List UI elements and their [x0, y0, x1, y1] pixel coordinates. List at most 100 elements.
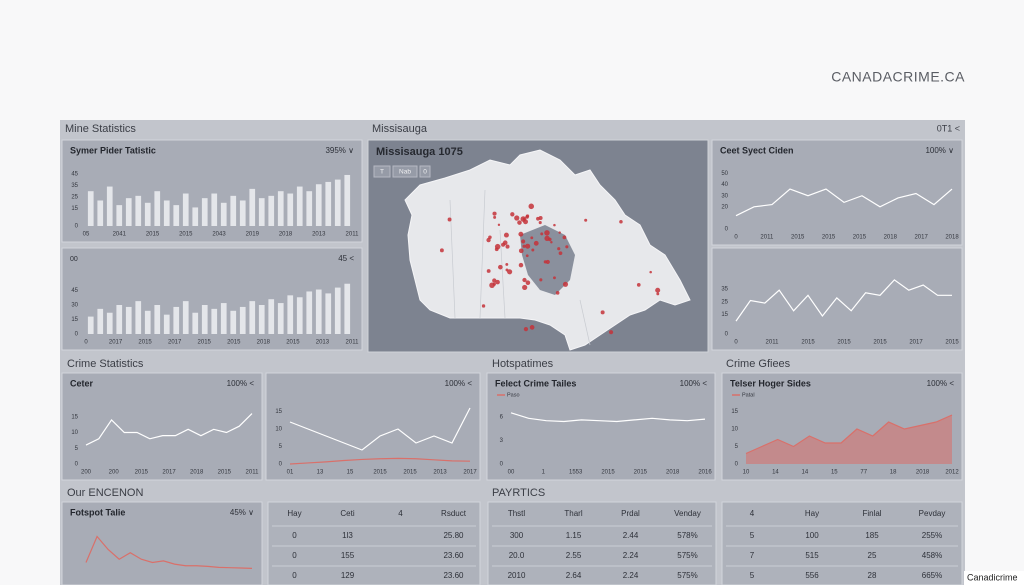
bar	[268, 299, 275, 334]
y-tick-label: 0	[75, 332, 79, 338]
table-header: Hay	[287, 509, 301, 518]
hotspot	[502, 240, 508, 245]
x-tick-label: 2015	[218, 470, 232, 476]
card-badge: 100% <	[927, 379, 955, 388]
y-tick-label: 0	[725, 332, 729, 338]
table-header: Thstl	[508, 509, 526, 518]
footer-brand: Canadicrime	[967, 572, 1018, 582]
bar	[296, 186, 303, 226]
card	[711, 139, 963, 246]
table-cell: 5	[750, 571, 755, 580]
table-cell: 0	[292, 571, 297, 580]
hotspot	[538, 221, 542, 225]
y-tick-label: 15	[731, 409, 738, 415]
bar	[306, 291, 313, 334]
y-tick-label: 30	[71, 303, 78, 309]
section-title: Hotspatimes	[492, 358, 554, 370]
hotspot	[481, 304, 486, 308]
map-button[interactable]	[419, 165, 431, 178]
hotspot	[525, 243, 531, 249]
section-title: Our ENCENON	[67, 487, 143, 499]
bar	[277, 303, 284, 334]
hotspot	[565, 245, 569, 249]
line	[289, 457, 471, 465]
table-cell: 556	[805, 571, 819, 580]
hotspot	[492, 278, 497, 283]
table-cell: 2.64	[566, 571, 582, 580]
hotspot	[555, 291, 560, 295]
map-button-label[interactable]: T	[380, 169, 384, 176]
hotspot	[518, 231, 524, 237]
hotspot	[558, 251, 563, 256]
x-tick-label: 14	[772, 470, 779, 476]
table-header: 4	[398, 509, 403, 518]
table-cell: 25.80	[443, 531, 464, 540]
hotspot	[492, 211, 497, 216]
hotspot	[447, 217, 452, 222]
table-header: Finlal	[862, 509, 881, 518]
province-border	[479, 189, 486, 319]
hotspot	[493, 215, 497, 219]
bar	[173, 205, 180, 226]
table-cell: 575%	[677, 551, 697, 560]
map-button[interactable]	[392, 165, 418, 178]
map-button-label[interactable]: Nab	[399, 169, 411, 176]
bar	[211, 308, 218, 334]
line	[85, 413, 253, 446]
y-tick-label: 0	[75, 224, 79, 230]
card-title: Fotspot Talie	[70, 507, 125, 517]
bar	[135, 301, 142, 334]
hotspot	[518, 262, 524, 268]
table-cell: 515	[805, 551, 819, 560]
x-tick-label: 2015	[873, 340, 887, 346]
table-cell: 100	[805, 531, 819, 540]
bar	[154, 191, 161, 226]
x-tick-label: 2013	[316, 340, 330, 346]
table-cell: 23.60	[443, 571, 464, 580]
x-tick-label: 2015	[837, 340, 851, 346]
y-tick-label: 15	[71, 206, 78, 212]
section-title: Crime Statistics	[67, 358, 144, 370]
bar	[306, 191, 313, 226]
y-tick-label: 10	[731, 427, 738, 433]
card	[486, 372, 716, 481]
table-cell: 255%	[922, 531, 942, 540]
x-tick-label: 2015	[373, 470, 387, 476]
table-cell: 2.55	[566, 551, 582, 560]
y-tick-label: 15	[721, 312, 728, 318]
hotspot	[649, 270, 652, 274]
bar	[277, 191, 284, 226]
x-tick-label: 2018	[916, 470, 930, 476]
map-button-label[interactable]: 0	[423, 169, 427, 176]
table-cell: 5	[750, 531, 755, 540]
hotspot	[505, 244, 510, 249]
bar	[249, 188, 256, 226]
section-title: PAYRTICS	[492, 487, 545, 499]
hotspot	[523, 219, 528, 225]
table-card	[721, 501, 963, 585]
x-tick-label: 2015	[227, 340, 241, 346]
bar	[106, 186, 113, 226]
x-tick-label: 2011	[346, 340, 360, 346]
hotspot	[636, 283, 641, 287]
footer-badge	[964, 571, 1024, 585]
bar	[97, 200, 104, 226]
y-tick-label: 10	[275, 427, 282, 433]
x-tick-label: 77	[860, 470, 867, 476]
table-cell: 1.15	[566, 531, 582, 540]
x-tick-label: 2017	[463, 470, 477, 476]
bar	[97, 308, 104, 334]
hotspot	[529, 325, 535, 330]
table-cell: 185	[865, 531, 879, 540]
map-button[interactable]	[373, 165, 391, 178]
bar	[154, 305, 161, 334]
bar	[182, 301, 189, 334]
line	[510, 412, 706, 423]
bar	[106, 312, 113, 334]
bar	[268, 195, 275, 226]
bar	[325, 181, 332, 226]
legend-label: Paso	[507, 392, 520, 398]
y-tick-label: 15	[71, 317, 78, 323]
bar	[125, 198, 132, 226]
y-tick-label: 3	[500, 438, 504, 444]
